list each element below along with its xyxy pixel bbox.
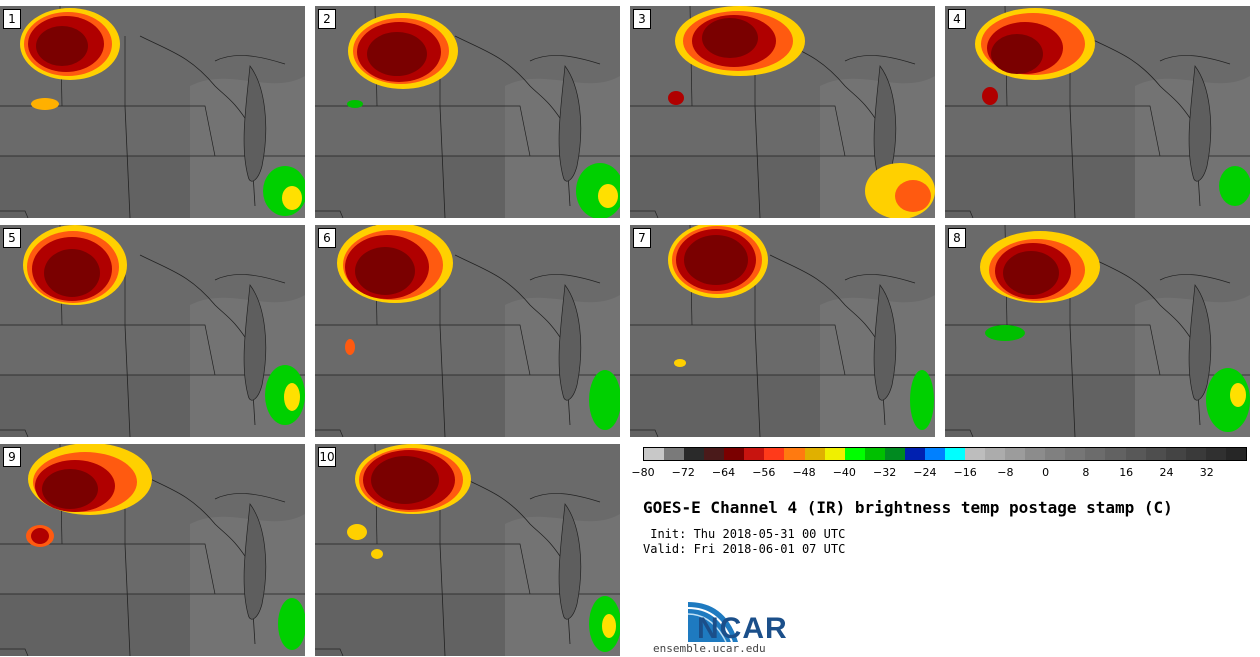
colorbar-tick-label: −32	[872, 466, 897, 479]
panel-number: 2	[318, 9, 336, 29]
colorbar-tick-label: −40	[832, 466, 856, 479]
colorbar	[643, 447, 1247, 461]
colorbar-segment	[864, 448, 885, 460]
figure-title: GOES-E Channel 4 (IR) brightness temp po…	[643, 498, 1173, 517]
panel-number: 3	[633, 9, 651, 29]
storm-blob	[668, 225, 934, 430]
colorbar-segment	[1165, 448, 1186, 460]
storm-blob	[337, 225, 620, 430]
colorbar-segment	[924, 448, 945, 460]
storm-blob	[347, 444, 620, 652]
stamp-panel: 5	[0, 225, 305, 437]
panel-number: 4	[948, 9, 966, 29]
panel-number: 9	[3, 447, 21, 467]
colorbar-segment	[884, 448, 905, 460]
colorbar-segment	[1105, 448, 1126, 460]
colorbar-segment	[944, 448, 965, 460]
satellite-map	[630, 6, 935, 218]
colorbar-segment	[1025, 448, 1046, 460]
satellite-map	[0, 444, 305, 656]
panel-number: 1	[3, 9, 21, 29]
colorbar-segment	[1045, 448, 1066, 460]
colorbar-tick-label: −72	[671, 466, 695, 479]
panel-number: 8	[948, 228, 966, 248]
colorbar-segment	[664, 448, 685, 460]
stamp-panel: 8	[945, 225, 1250, 437]
colorbar-tick-label: 0	[1042, 466, 1050, 479]
colorbar-tick-label: 24	[1159, 466, 1174, 479]
colorbar-segment	[744, 448, 765, 460]
colorbar-segment	[844, 448, 865, 460]
valid-time: Valid: Fri 2018-06-01 07 UTC	[643, 542, 846, 556]
colorbar-segment	[1065, 448, 1086, 460]
colorbar-tick-label: 32	[1199, 466, 1214, 479]
storm-blob	[26, 444, 305, 650]
satellite-map	[315, 6, 620, 218]
stamp-panel: 1	[0, 6, 305, 218]
satellite-map	[945, 6, 1250, 218]
storm-blob	[347, 13, 620, 218]
colorbar-segment	[804, 448, 825, 460]
stamp-panel: 10	[315, 444, 620, 656]
stamp-panel: 2	[315, 6, 620, 218]
storm-blob	[980, 231, 1250, 432]
colorbar-segment	[985, 448, 1006, 460]
colorbar-segment	[704, 448, 725, 460]
colorbar-tick-label: 16	[1119, 466, 1134, 479]
colorbar-segment	[764, 448, 785, 460]
colorbar-segment	[724, 448, 745, 460]
storm-blob	[23, 225, 305, 425]
colorbar-tick-label: −64	[711, 466, 736, 479]
colorbar-segment	[1145, 448, 1166, 460]
satellite-map	[945, 225, 1250, 437]
colorbar-segment	[1125, 448, 1146, 460]
stamp-panel: 3	[630, 6, 935, 218]
colorbar-segment	[1185, 448, 1206, 460]
colorbar-tick-label: −80	[631, 466, 655, 479]
colorbar-segment	[1005, 448, 1026, 460]
colorbar-tick-label: −48	[792, 466, 816, 479]
colorbar-segment	[904, 448, 925, 460]
colorbar-tick-label: −56	[752, 466, 776, 479]
stamp-panel: 7	[630, 225, 935, 437]
satellite-map	[630, 225, 935, 437]
colorbar-segment	[824, 448, 845, 460]
panel-number: 5	[3, 228, 21, 248]
panel-number: 7	[633, 228, 651, 248]
storm-blob	[20, 8, 305, 216]
colorbar-segment	[644, 448, 665, 460]
colorbar-segment	[1205, 448, 1226, 460]
colorbar-segment	[1085, 448, 1106, 460]
storm-blob	[975, 8, 1250, 206]
satellite-map	[315, 225, 620, 437]
stamp-panel: 9	[0, 444, 305, 656]
colorbar-tick-label: −8	[997, 466, 1014, 479]
site-url: ensemble.ucar.edu	[653, 642, 766, 655]
satellite-map	[0, 6, 305, 218]
colorbar-ticks: −80 −72 −64 −56 −48 −40 −32 −24 −16 −8 0 8 16 24 32	[631, 466, 1247, 482]
init-time: Init: Thu 2018-05-31 00 UTC	[643, 527, 846, 541]
colorbar-tick-label: 8	[1082, 466, 1090, 479]
stamp-panel: 6	[315, 225, 620, 437]
ncar-logo-icon	[687, 602, 738, 642]
colorbar-tick-label: −16	[953, 466, 977, 479]
panel-number: 10	[318, 447, 336, 467]
satellite-map	[315, 444, 620, 656]
storm-blob	[668, 6, 935, 218]
logo-text: NCAR	[697, 612, 788, 645]
colorbar-segment	[784, 448, 805, 460]
colorbar-segment	[965, 448, 986, 460]
colorbar-segment	[1225, 448, 1246, 460]
colorbar-tick-label: −24	[913, 466, 937, 479]
colorbar-segment	[684, 448, 705, 460]
panel-number: 6	[318, 228, 336, 248]
satellite-map	[0, 225, 305, 437]
stamp-panel: 4	[945, 6, 1250, 218]
